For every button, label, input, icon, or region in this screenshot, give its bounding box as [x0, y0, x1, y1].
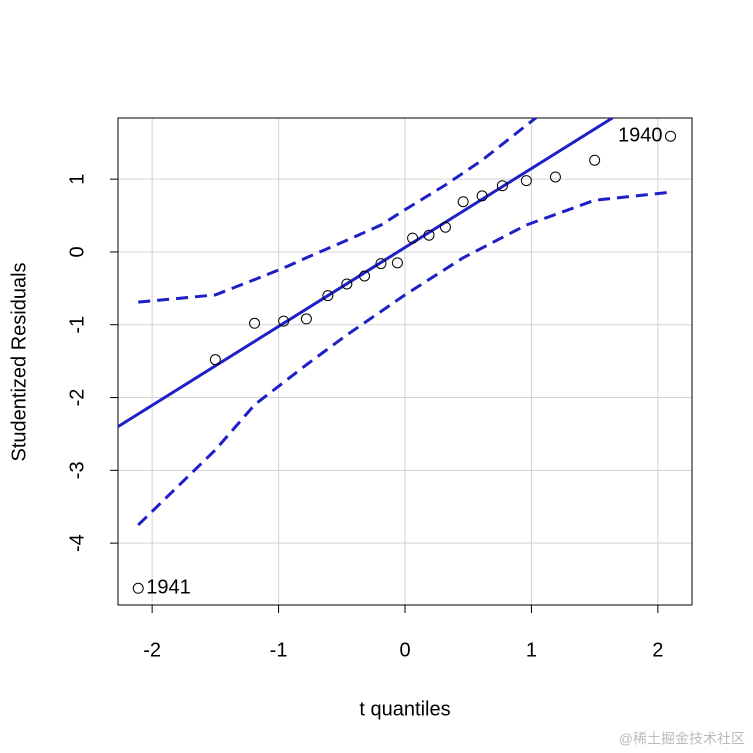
point — [300, 313, 312, 325]
point — [209, 354, 221, 366]
confidence-band — [138, 118, 539, 304]
y-tick-label: -4 — [66, 534, 88, 552]
confidence-band — [137, 190, 671, 527]
point — [520, 175, 532, 187]
point — [341, 278, 353, 290]
point — [132, 582, 144, 594]
point — [423, 229, 435, 241]
point — [391, 257, 403, 269]
point — [476, 190, 488, 202]
point — [496, 180, 508, 192]
watermark: @稀土掘金技术社区 — [619, 731, 745, 747]
x-axis-label: t quantiles — [359, 698, 450, 720]
point — [278, 315, 290, 327]
x-tick-label: 2 — [652, 639, 663, 661]
annotation: 1940 — [618, 124, 663, 146]
point — [322, 290, 334, 302]
annotation: 1941 — [146, 577, 191, 599]
fit-line — [118, 118, 614, 428]
point — [439, 221, 451, 233]
plot-frame — [117, 117, 693, 606]
y-tick-label: -1 — [66, 316, 88, 334]
point — [407, 232, 419, 244]
point — [457, 196, 469, 208]
point — [359, 270, 371, 282]
y-tick-label: -3 — [66, 461, 88, 479]
point — [589, 154, 601, 166]
point — [249, 317, 261, 329]
x-tick-label: -2 — [143, 639, 161, 661]
point — [375, 258, 387, 270]
y-tick-label: 1 — [66, 174, 88, 185]
plot-area — [118, 118, 671, 527]
y-axis-label: Studentized Residuals — [8, 262, 30, 461]
x-tick-label: -1 — [270, 639, 288, 661]
y-tick-label: 0 — [66, 246, 88, 257]
x-tick-label: 0 — [399, 639, 410, 661]
y-tick-label: -2 — [66, 389, 88, 407]
point — [665, 130, 677, 142]
x-tick-label: 1 — [526, 639, 537, 661]
point — [549, 171, 561, 183]
